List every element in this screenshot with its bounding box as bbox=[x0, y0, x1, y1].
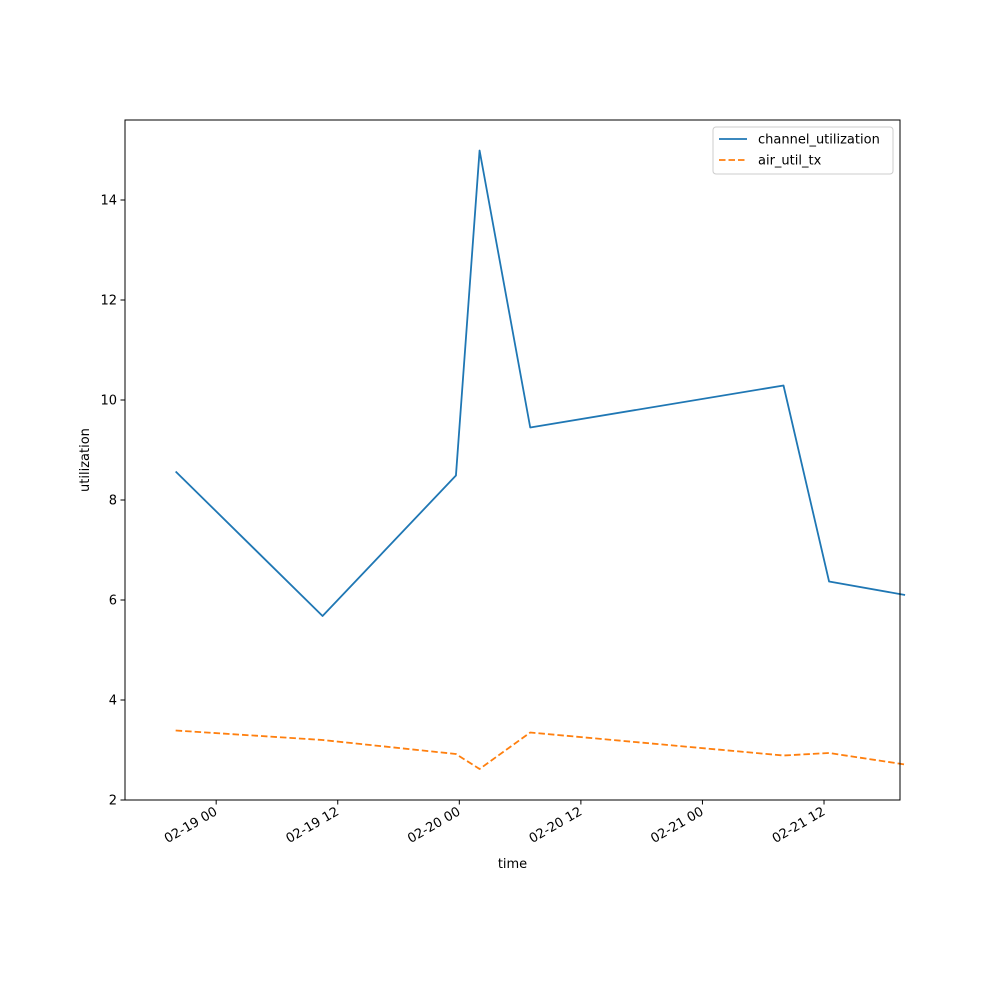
legend-label-channel_utilization: channel_utilization bbox=[758, 133, 880, 148]
y-tick-label: 8 bbox=[109, 494, 117, 509]
series-line-channel_utilization bbox=[175, 149, 906, 617]
y-tick-label: 4 bbox=[109, 694, 117, 709]
y-tick-label: 10 bbox=[100, 394, 117, 409]
legend-label-air_util_tx: air_util_tx bbox=[758, 154, 822, 169]
y-axis-label: utilization bbox=[78, 428, 93, 492]
axes-frame bbox=[124, 119, 901, 801]
y-tick-label: 12 bbox=[100, 294, 117, 309]
legend: channel_utilization air_util_tx bbox=[712, 126, 894, 175]
legend-box bbox=[712, 126, 894, 175]
y-tick-label: 14 bbox=[100, 194, 117, 209]
plot-area bbox=[175, 149, 906, 770]
x-axis-label: time bbox=[498, 857, 527, 872]
y-tick-label: 2 bbox=[109, 794, 117, 809]
y-tick-label: 6 bbox=[109, 594, 117, 609]
